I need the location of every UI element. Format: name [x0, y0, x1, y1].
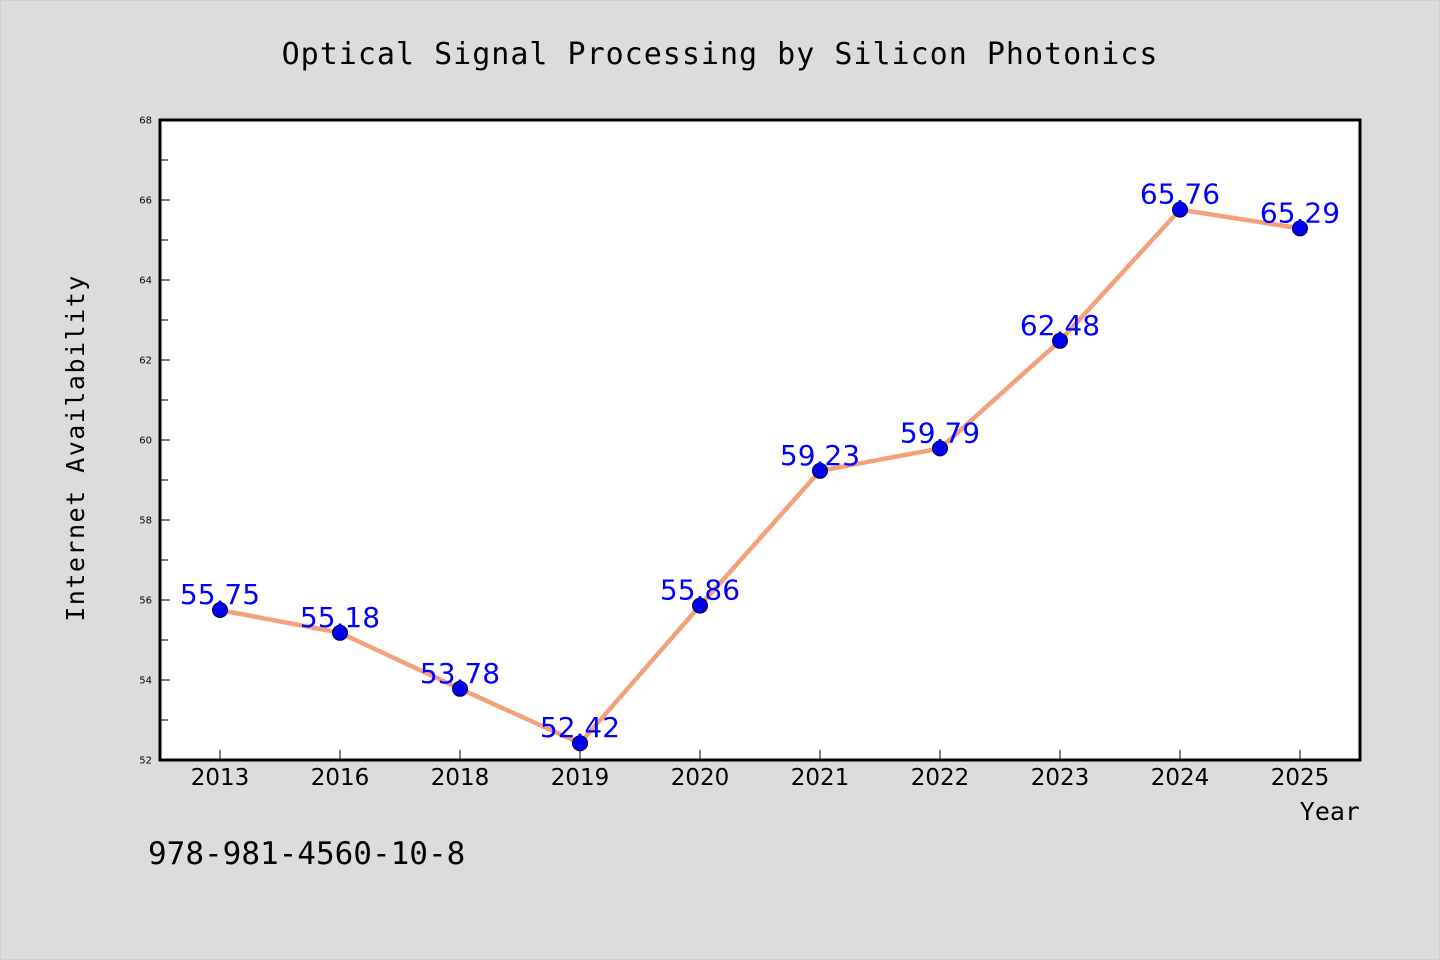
- data-label: 55.18: [300, 601, 380, 634]
- data-label: 52.42: [540, 711, 620, 744]
- y-tick-label: 68: [139, 116, 152, 127]
- data-point: [452, 680, 468, 697]
- x-tick-label: 2019: [551, 765, 610, 791]
- y-tick-label: 52: [139, 756, 152, 767]
- data-label: 53.78: [420, 657, 500, 690]
- x-tick-label: 2016: [311, 765, 370, 791]
- data-point: [812, 462, 828, 479]
- data-point: [1292, 220, 1308, 237]
- plot-area: [158, 118, 1362, 762]
- x-axis-label: Year: [1300, 797, 1360, 826]
- data-label: 59.79: [900, 416, 980, 449]
- y-axis-label: Internet Availability: [61, 274, 90, 622]
- data-point: [1052, 332, 1068, 349]
- data-point: [932, 440, 948, 457]
- data-point: [212, 602, 228, 618]
- y-tick-label: 60: [139, 436, 152, 447]
- data-label: 55.75: [180, 578, 260, 611]
- x-tick-label: 2024: [1151, 765, 1210, 791]
- x-tick-label: 2025: [1271, 765, 1330, 791]
- x-tick-label: 2022: [911, 765, 970, 791]
- y-tick-label: 56: [139, 596, 152, 607]
- y-tick-label: 58: [139, 516, 152, 527]
- data-label: 65.29: [1260, 196, 1340, 229]
- data-label: 55.86: [660, 574, 740, 607]
- y-axis-tick-labels: 52 54 56 58 60 62 64 66 68: [139, 116, 152, 767]
- footnote: 978-981-4560-10-8: [148, 836, 465, 872]
- data-label: 65.76: [1140, 178, 1220, 211]
- y-tick-label: 54: [139, 676, 152, 687]
- series-line: [217, 207, 1303, 746]
- data-point: [692, 597, 708, 614]
- y-tick-label: 64: [139, 276, 152, 287]
- series-group: [212, 201, 1308, 752]
- x-tick-label: 2018: [431, 765, 490, 791]
- x-axis-tick-labels: 2013 2016 2018 2019 2020 2021 2022 2023 2024 2025: [191, 765, 1330, 791]
- data-label: 59.23: [780, 439, 860, 472]
- y-axis-ticks: [160, 119, 1301, 761]
- x-tick-label: 2023: [1031, 765, 1090, 791]
- x-tick-label: 2021: [791, 765, 850, 791]
- y-tick-label: 66: [139, 196, 152, 207]
- x-tick-label: 2020: [671, 765, 730, 791]
- chart-title: Optical Signal Processing by Silicon Pho…: [282, 37, 1159, 72]
- data-point: [1172, 201, 1188, 218]
- x-tick-label: 2013: [191, 765, 250, 791]
- data-labels: 55.75 55.18 53.78 52.42 55.86 59.23 59.79 62.48…: [180, 178, 1340, 745]
- data-point: [332, 624, 348, 641]
- y-tick-label: 62: [139, 356, 152, 367]
- data-label: 62.48: [1020, 309, 1100, 342]
- data-point: [572, 735, 588, 752]
